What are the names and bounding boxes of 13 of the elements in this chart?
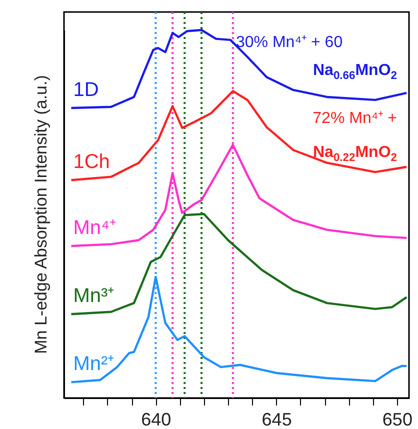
series-label: Mn²⁺ xyxy=(73,353,115,376)
series-label: 1D xyxy=(73,79,99,102)
annotation: Na$_{0.66}$MnO$_{2}$ xyxy=(312,62,397,82)
annotation: 72% Mn⁴⁺ + xyxy=(312,109,397,128)
series-label: Mn³⁺ xyxy=(73,285,115,308)
series-label: 1Ch xyxy=(73,151,110,174)
y-axis-title: Mn L-edge Absorption Intensity (a.u.) xyxy=(32,75,50,354)
annotation: 30% Mn⁴⁺ + 60 xyxy=(236,33,343,52)
series-label: Mn⁴⁺ xyxy=(73,217,117,240)
annotation: Na$_{0.22}$MnO$_{2}$ xyxy=(312,144,397,164)
x-tick-label: 640 xyxy=(141,410,172,429)
x-tick-label: 645 xyxy=(262,410,292,429)
x-tick-label: 650 xyxy=(382,410,412,429)
